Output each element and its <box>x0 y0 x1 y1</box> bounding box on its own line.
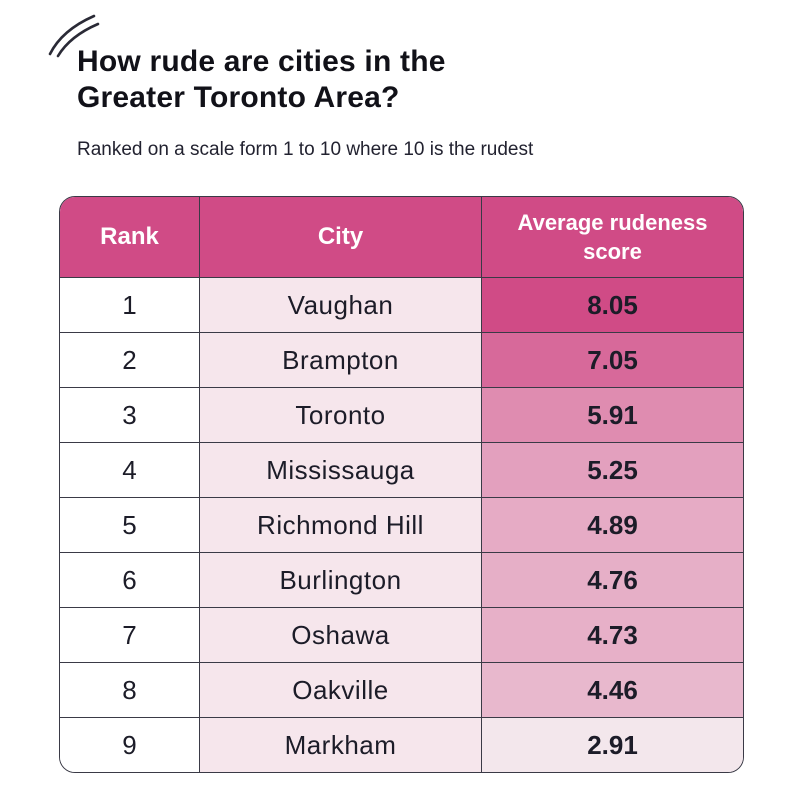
city-cell: Vaughan <box>200 278 482 332</box>
table-body: 1 Vaughan 8.05 2 Brampton 7.05 3 Toronto 5.91 4 Mi… <box>60 277 743 772</box>
title-line-1: How rude are cities in the <box>77 45 446 78</box>
header-score: Average rudeness score <box>517 210 708 264</box>
table-row: 6 Burlington 4.76 <box>60 552 743 607</box>
header-rank: Rank <box>60 197 200 277</box>
city-cell: Oakville <box>200 663 482 717</box>
table-row: 2 Brampton 7.05 <box>60 332 743 387</box>
table-row: 8 Oakville 4.46 <box>60 662 743 717</box>
rank-cell: 3 <box>60 388 200 442</box>
rank-cell: 9 <box>60 718 200 772</box>
city-cell: Markham <box>200 718 482 772</box>
header-city: City <box>200 197 482 277</box>
rank-cell: 2 <box>60 333 200 387</box>
city-cell: Oshawa <box>200 608 482 662</box>
score-cell: 4.89 <box>482 498 743 552</box>
score-cell: 7.05 <box>482 333 743 387</box>
city-cell: Richmond Hill <box>200 498 482 552</box>
city-cell: Brampton <box>200 333 482 387</box>
city-cell: Burlington <box>200 553 482 607</box>
score-cell: 8.05 <box>482 278 743 332</box>
table-row: 3 Toronto 5.91 <box>60 387 743 442</box>
table-row: 5 Richmond Hill 4.89 <box>60 497 743 552</box>
rudeness-table: Rank City Average rudeness score 1 Vaugha… <box>59 196 744 773</box>
table-header-row: Rank City Average rudeness score <box>60 197 743 277</box>
rank-cell: 7 <box>60 608 200 662</box>
score-cell: 2.91 <box>482 718 743 772</box>
rank-cell: 5 <box>60 498 200 552</box>
score-cell: 4.76 <box>482 553 743 607</box>
table-row: 7 Oshawa 4.73 <box>60 607 743 662</box>
city-cell: Toronto <box>200 388 482 442</box>
score-cell: 4.73 <box>482 608 743 662</box>
rank-cell: 6 <box>60 553 200 607</box>
decorative-lines-icon <box>48 14 100 58</box>
rank-cell: 8 <box>60 663 200 717</box>
subtitle: Ranked on a scale form 1 to 10 where 10 … <box>77 139 534 160</box>
score-cell: 5.25 <box>482 443 743 497</box>
city-cell: Mississauga <box>200 443 482 497</box>
rank-cell: 1 <box>60 278 200 332</box>
rank-cell: 4 <box>60 443 200 497</box>
table-row: 9 Markham 2.91 <box>60 717 743 772</box>
table-row: 4 Mississauga 5.25 <box>60 442 743 497</box>
score-cell: 4.46 <box>482 663 743 717</box>
title-line-2: Greater Toronto Area? <box>77 81 400 114</box>
table-row: 1 Vaughan 8.05 <box>60 277 743 332</box>
page-title: How rude are cities in the Greater Toron… <box>77 44 446 116</box>
score-cell: 5.91 <box>482 388 743 442</box>
